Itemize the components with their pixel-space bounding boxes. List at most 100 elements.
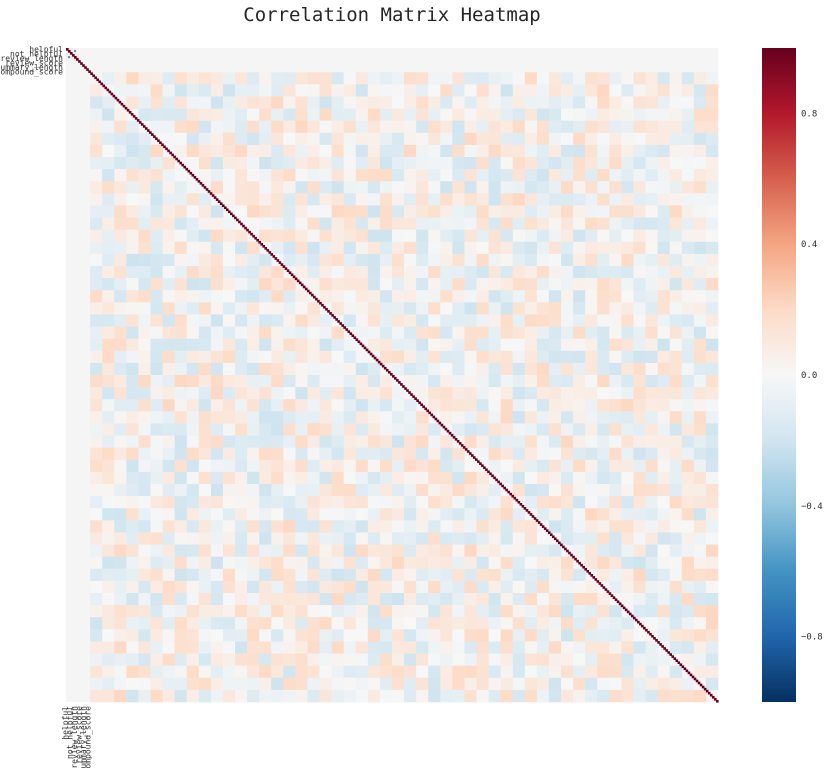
heatmap-cell [283,568,296,582]
heatmap-cell [66,52,69,55]
heatmap-cell [464,484,477,497]
heatmap-cell [198,96,212,109]
heatmap-cell [476,471,489,485]
heatmap-cell [210,217,224,230]
heatmap-cell [597,689,610,703]
heatmap-cell [573,241,586,255]
heatmap-cell [102,459,115,473]
heatmap-cell [319,556,332,570]
heatmap-cell [331,520,344,533]
heatmap-cell [392,556,405,570]
heatmap-cell [319,326,332,339]
heatmap-cell [162,496,175,509]
diagonal-cell [104,86,108,90]
heatmap-cell [621,326,634,339]
heatmap-cell [392,399,405,412]
heatmap-cell [392,580,405,594]
heatmap-cell [500,677,514,691]
heatmap-cell [681,132,695,146]
heatmap-cell [235,556,248,570]
diagonal-cell [440,423,444,427]
heatmap-cell [464,338,477,352]
heatmap-cell [645,411,658,424]
heatmap-cell [512,241,526,255]
heatmap-cell [126,302,139,315]
diagonal-cell [689,673,693,677]
heatmap-cell [331,629,344,642]
diagonal-cell [138,121,142,124]
diagonal-cell [464,448,468,451]
heatmap-cell [536,108,550,121]
heatmap-cell [74,52,77,55]
heatmap-cell [476,338,489,352]
diagonal-cell [485,468,488,472]
heatmap-cell [500,435,514,448]
heatmap-cell [561,326,574,339]
heatmap-cell [150,520,163,533]
heatmap-cell [621,241,634,255]
heatmap-cell [162,314,175,327]
diagonal-cell [614,598,618,602]
heatmap-cell [705,84,719,97]
heatmap-cell [343,423,357,436]
heatmap-cell [271,605,284,618]
heatmap-cell [307,241,320,255]
heatmap-cell [126,689,139,703]
heatmap-cell [343,411,357,424]
diagonal-cell [558,541,561,545]
heatmap-cell [669,435,683,448]
heatmap-cell [488,169,501,182]
heatmap-cell [186,144,200,158]
heatmap-cell [222,532,236,545]
heatmap-cell [621,641,634,654]
heatmap-cell [536,72,550,85]
diagonal-cell [507,490,511,494]
row-tick-label: review_length [0,54,63,63]
heatmap-cell [210,471,224,485]
heatmap-cell [440,157,453,170]
heatmap-cell [222,302,236,315]
heatmap-cell [138,157,151,170]
heatmap-cell [464,423,477,436]
heatmap-cell [681,362,695,376]
heatmap-cell [585,689,598,703]
heatmap-cell [90,157,103,170]
heatmap-cell [693,508,707,521]
heatmap-cell [186,229,200,243]
diagonal-cell [406,389,409,392]
heatmap-cell [186,653,200,666]
heatmap-cell [283,108,296,121]
heatmap-cell [452,677,465,691]
heatmap-cell [428,132,441,146]
heatmap-cell [633,471,646,485]
diagonal-cell [325,307,328,311]
diagonal-cell [319,301,322,305]
heatmap-cell [198,193,212,206]
heatmap-cell [222,689,236,703]
heatmap-cell [440,544,453,557]
heatmap-cell [536,653,550,666]
diagonal-cell [197,180,201,183]
diagonal-cell [711,695,715,699]
diagonal-cell [155,137,158,140]
heatmap-cell [66,58,69,61]
heatmap-cell [705,302,719,315]
heatmap-cell [198,411,212,424]
heatmap-cell [536,605,550,618]
heatmap-cell [621,302,634,315]
heatmap-cell [500,629,514,642]
heatmap-cell [162,689,175,703]
heatmap-cell [392,508,405,521]
heatmap-cell [488,326,501,339]
heatmap-cell [536,399,550,412]
heatmap-cell [355,447,369,461]
heatmap-cell [114,435,127,448]
heatmap-cell [235,229,248,243]
heatmap-cell [126,556,139,570]
heatmap-cell [681,496,695,509]
heatmap-cell [416,641,429,654]
heatmap-cell [259,447,272,461]
diagonal-cell [432,415,436,419]
heatmap-cell [247,241,260,255]
heatmap-cell [235,108,248,121]
